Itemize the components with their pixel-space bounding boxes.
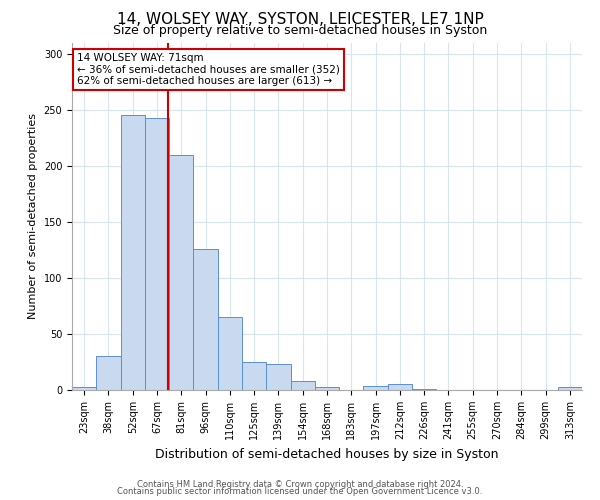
Bar	[412, 389, 436, 390]
Bar	[193, 249, 218, 390]
Bar	[364, 386, 388, 390]
Bar	[96, 356, 121, 390]
Bar	[72, 386, 96, 390]
X-axis label: Distribution of semi-detached houses by size in Syston: Distribution of semi-detached houses by …	[155, 448, 499, 460]
Text: Contains HM Land Registry data © Crown copyright and database right 2024.: Contains HM Land Registry data © Crown c…	[137, 480, 463, 489]
Text: Size of property relative to semi-detached houses in Syston: Size of property relative to semi-detach…	[113, 24, 487, 37]
Text: Contains public sector information licensed under the Open Government Licence v3: Contains public sector information licen…	[118, 487, 482, 496]
Bar	[169, 154, 193, 390]
Bar	[558, 386, 582, 390]
Bar	[290, 381, 315, 390]
Bar	[121, 116, 145, 390]
Bar	[388, 384, 412, 390]
Bar	[266, 364, 290, 390]
Text: 14, WOLSEY WAY, SYSTON, LEICESTER, LE7 1NP: 14, WOLSEY WAY, SYSTON, LEICESTER, LE7 1…	[116, 12, 484, 28]
Bar	[315, 386, 339, 390]
Bar	[242, 362, 266, 390]
Y-axis label: Number of semi-detached properties: Number of semi-detached properties	[28, 114, 38, 320]
Text: 14 WOLSEY WAY: 71sqm
← 36% of semi-detached houses are smaller (352)
62% of semi: 14 WOLSEY WAY: 71sqm ← 36% of semi-detac…	[77, 53, 340, 86]
Bar	[218, 317, 242, 390]
Bar	[145, 118, 169, 390]
